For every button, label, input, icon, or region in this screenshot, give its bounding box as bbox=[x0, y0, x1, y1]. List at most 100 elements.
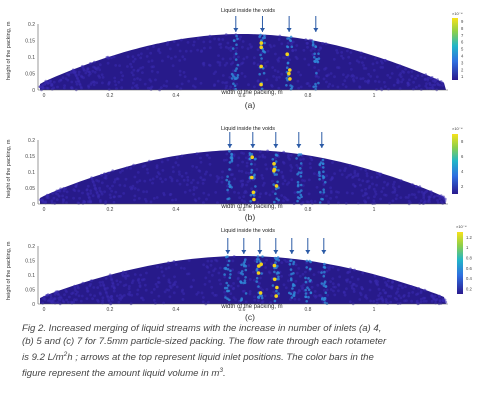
packing-particle bbox=[297, 86, 301, 90]
liquid-hotspot bbox=[274, 294, 279, 298]
packing-particle bbox=[178, 49, 182, 53]
packing-particle bbox=[148, 178, 152, 182]
packing-particle bbox=[197, 197, 201, 200]
packing-particle bbox=[306, 41, 309, 45]
packing-particle bbox=[240, 151, 244, 155]
packing-particle bbox=[93, 184, 97, 188]
packing-particle bbox=[75, 182, 79, 186]
packing-particle bbox=[146, 47, 149, 50]
packing-particle bbox=[192, 278, 195, 282]
packing-particle bbox=[174, 55, 177, 59]
packing-particle bbox=[438, 197, 442, 201]
liquid-stream bbox=[318, 162, 322, 166]
packing-particle bbox=[213, 37, 217, 41]
packing-particle bbox=[81, 281, 85, 285]
colorbar-tick-label: 4 bbox=[461, 169, 464, 174]
packing-particle bbox=[374, 190, 377, 193]
liquid-stream bbox=[296, 199, 299, 203]
liquid-stream bbox=[272, 183, 276, 186]
packing-particle bbox=[308, 38, 312, 42]
packing-particle bbox=[231, 287, 235, 291]
packing-particle bbox=[391, 280, 395, 284]
packing-particle bbox=[241, 179, 245, 183]
colorbar-exponent: ×10⁻⁴ bbox=[456, 224, 467, 229]
packing-particle bbox=[92, 80, 95, 84]
liquid-stream bbox=[312, 85, 316, 89]
packing-particle bbox=[239, 35, 243, 39]
packing-particle bbox=[86, 67, 90, 71]
x-tick-label: 0.2 bbox=[107, 307, 114, 313]
packing-particle bbox=[353, 184, 357, 188]
liquid-hotspot bbox=[288, 77, 292, 81]
packing-particle bbox=[159, 86, 163, 89]
packing-particle bbox=[275, 76, 278, 79]
packing-particle bbox=[441, 84, 444, 87]
liquid-stream bbox=[296, 172, 299, 176]
packing-particle bbox=[282, 283, 286, 287]
liquid-stream bbox=[274, 261, 277, 264]
packing-particle bbox=[205, 197, 208, 201]
liquid-stream bbox=[225, 286, 229, 290]
packing-particle bbox=[128, 293, 132, 297]
packing-particle bbox=[375, 171, 379, 175]
packing-particle bbox=[49, 294, 53, 297]
packing-particle bbox=[281, 182, 285, 186]
packing-particle bbox=[124, 177, 128, 181]
packing-particle bbox=[232, 282, 236, 285]
packing-particle bbox=[87, 70, 91, 74]
liquid-hotspot bbox=[259, 64, 264, 69]
liquid-stream bbox=[250, 168, 254, 172]
liquid-stream bbox=[299, 193, 303, 197]
packing-particle bbox=[106, 184, 109, 188]
colorbar bbox=[457, 232, 463, 294]
packing-particle bbox=[183, 190, 187, 194]
packing-particle bbox=[373, 57, 377, 60]
packing-particle bbox=[439, 302, 443, 305]
packing-particle bbox=[151, 177, 155, 181]
liquid-stream bbox=[296, 180, 300, 184]
packing-particle bbox=[352, 283, 356, 286]
packing-particle bbox=[309, 166, 312, 170]
packing-particle bbox=[180, 174, 184, 178]
packing-particle bbox=[118, 293, 122, 297]
liquid-stream bbox=[277, 275, 280, 279]
packing-particle bbox=[169, 175, 172, 179]
packing-particle bbox=[244, 156, 248, 160]
packing-particle bbox=[228, 76, 232, 79]
x-tick-label: 0.6 bbox=[239, 307, 246, 313]
packing-particle bbox=[384, 281, 387, 284]
liquid-stream bbox=[320, 271, 323, 274]
liquid-stream bbox=[289, 35, 293, 39]
packing-particle bbox=[220, 176, 224, 179]
packing-particle bbox=[149, 51, 153, 55]
packing-particle bbox=[419, 300, 423, 304]
packing-particle bbox=[204, 172, 207, 176]
liquid-stream bbox=[260, 272, 263, 275]
liquid-stream bbox=[231, 47, 235, 50]
liquid-stream bbox=[297, 153, 301, 156]
packing-particle bbox=[326, 85, 330, 88]
packing-particle bbox=[386, 73, 390, 77]
packing-particle bbox=[101, 296, 105, 300]
packing-particle bbox=[225, 81, 229, 84]
packing-particle bbox=[393, 296, 397, 300]
packing-particle bbox=[301, 272, 305, 276]
packing-particle bbox=[112, 200, 116, 204]
packing-particle bbox=[65, 201, 68, 204]
packing-particle bbox=[264, 266, 267, 269]
packing-particle bbox=[192, 192, 196, 196]
packing-particle bbox=[78, 83, 82, 87]
x-tick-label: 0.4 bbox=[173, 93, 180, 99]
liquid-stream bbox=[321, 162, 325, 165]
packing-particle bbox=[99, 284, 102, 287]
packing-particle bbox=[87, 84, 90, 88]
packing-particle bbox=[88, 196, 91, 200]
packing-particle bbox=[156, 171, 160, 174]
packing-particle bbox=[182, 267, 186, 270]
packing-particle bbox=[208, 40, 212, 44]
liquid-stream bbox=[255, 260, 259, 264]
packing-particle bbox=[203, 46, 206, 50]
packing-particle bbox=[205, 153, 209, 157]
packing-particle bbox=[390, 285, 394, 289]
packing-particle bbox=[175, 179, 179, 183]
